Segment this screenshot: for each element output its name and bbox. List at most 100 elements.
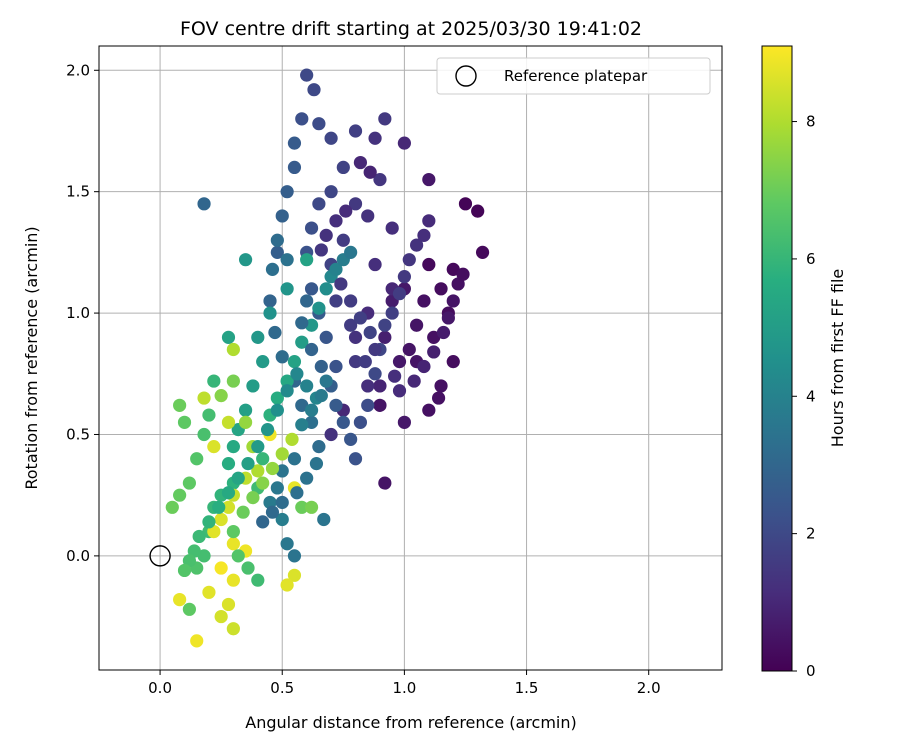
data-point [361, 398, 375, 412]
data-point [265, 262, 280, 276]
x-axis-label: Angular distance from reference (arcmin) [245, 713, 576, 732]
axes-border [98, 45, 723, 671]
data-point [226, 374, 240, 388]
data-point [231, 471, 245, 485]
plot-area [99, 46, 722, 670]
data-point [197, 197, 211, 211]
data-point [241, 561, 255, 575]
data-point [173, 488, 187, 502]
data-point [190, 634, 204, 648]
data-point [348, 330, 363, 344]
data-point [287, 355, 302, 369]
data-point [214, 512, 228, 527]
data-point [392, 355, 407, 369]
data-point [280, 185, 294, 199]
colorbar: 0 2 4 6 8 Hours from first FF file [761, 45, 847, 680]
data-point [368, 367, 382, 381]
data-point [192, 529, 206, 544]
data-point [312, 117, 326, 131]
data-point [207, 374, 221, 388]
data-point [214, 389, 228, 403]
data-point [280, 374, 294, 388]
data-point [348, 355, 363, 369]
data-point [446, 294, 460, 308]
data-point [312, 440, 326, 454]
data-point [361, 379, 375, 393]
data-point [295, 500, 309, 514]
data-point [441, 311, 455, 325]
data-point [265, 505, 280, 519]
data-point [202, 515, 216, 529]
data-point [319, 330, 333, 344]
data-point [202, 408, 216, 422]
data-point [324, 185, 338, 199]
data-point [344, 318, 358, 332]
scatter-points [165, 68, 490, 648]
data-point [451, 277, 465, 291]
data-point [287, 549, 302, 563]
data-point [329, 262, 343, 276]
data-point [304, 342, 319, 357]
data-point [456, 267, 470, 281]
data-point [344, 245, 358, 259]
data-point [363, 325, 377, 340]
data-point [422, 403, 436, 417]
data-point [410, 318, 424, 332]
y-tick-label: 2.0 [66, 61, 90, 79]
axes-frame [98, 45, 723, 671]
legend-box [436, 57, 711, 95]
data-point [190, 452, 204, 466]
data-point [348, 197, 363, 211]
data-point [319, 374, 333, 388]
colorbar-tick-label: 4 [806, 387, 816, 405]
reference-platepar-point [149, 545, 171, 567]
data-point [397, 415, 411, 429]
data-point [336, 415, 350, 429]
data-point [446, 355, 460, 369]
data-point [256, 515, 270, 529]
data-point [378, 112, 392, 126]
data-point [314, 359, 328, 374]
data-point [422, 214, 436, 228]
data-point [353, 155, 368, 170]
colorbar-label: Hours from first FF file [828, 269, 847, 448]
data-point [221, 486, 236, 500]
data-point [280, 537, 294, 551]
data-point [417, 359, 431, 374]
data-point [221, 330, 236, 344]
data-point [417, 228, 431, 242]
plot-background [99, 46, 722, 670]
data-point [334, 277, 348, 291]
data-point [251, 330, 265, 344]
data-point [287, 568, 302, 582]
data-point [246, 491, 260, 505]
y-tick-label: 0.5 [66, 425, 90, 443]
data-point [317, 512, 331, 527]
legend-marker-icon [455, 65, 477, 87]
legend: Reference platepar [436, 57, 711, 95]
data-point [402, 253, 416, 267]
data-point [287, 136, 302, 150]
legend-entry-reference: Reference platepar [504, 67, 648, 85]
data-point [226, 525, 240, 539]
data-point [434, 282, 448, 296]
x-axis-ticks: 0.0 0.5 1.0 1.5 2.0 [148, 670, 661, 697]
data-point [226, 342, 240, 357]
data-point [231, 549, 245, 563]
data-point [295, 316, 309, 330]
data-point [238, 253, 253, 267]
y-tick-label: 1.5 [66, 183, 90, 201]
data-point [226, 573, 240, 587]
data-point [300, 471, 314, 485]
data-point [275, 350, 289, 364]
data-point [353, 311, 368, 325]
data-point [378, 330, 392, 344]
data-point [270, 403, 284, 417]
data-point [397, 270, 411, 284]
data-point [251, 440, 265, 454]
y-axis-label: Rotation from reference (arcmin) [22, 226, 41, 489]
data-point [431, 391, 446, 405]
data-point [417, 294, 431, 308]
data-point [388, 369, 402, 383]
colorbar-tick-label: 6 [806, 250, 816, 268]
